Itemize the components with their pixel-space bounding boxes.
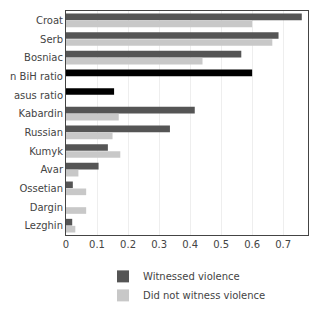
svg-text:Russian: Russian xyxy=(24,127,63,138)
svg-text:Avar: Avar xyxy=(41,164,64,175)
svg-text:0: 0 xyxy=(63,239,69,250)
svg-text:Kabardin: Kabardin xyxy=(19,108,63,119)
svg-text:Witnessed violence: Witnessed violence xyxy=(143,271,240,282)
svg-text:n BiH ratio: n BiH ratio xyxy=(10,71,63,82)
svg-text:0.2: 0.2 xyxy=(120,239,136,250)
svg-text:Bosniac: Bosniac xyxy=(24,52,63,63)
svg-text:0.3: 0.3 xyxy=(151,239,167,250)
svg-text:0.4: 0.4 xyxy=(182,239,198,250)
svg-text:Dargin: Dargin xyxy=(30,202,63,213)
svg-text:0.5: 0.5 xyxy=(213,239,229,250)
svg-text:Croat: Croat xyxy=(36,15,63,26)
svg-text:0.6: 0.6 xyxy=(244,239,260,250)
svg-text:asus ratio: asus ratio xyxy=(14,90,63,101)
svg-text:Serb: Serb xyxy=(40,34,63,45)
svg-text:Did not witness violence: Did not witness violence xyxy=(143,290,265,301)
svg-text:0.7: 0.7 xyxy=(275,239,291,250)
svg-text:Kumyk: Kumyk xyxy=(29,146,63,157)
svg-text:0.1: 0.1 xyxy=(89,239,105,250)
svg-text:Ossetian: Ossetian xyxy=(19,183,63,194)
svg-text:Lezghin: Lezghin xyxy=(24,220,63,231)
